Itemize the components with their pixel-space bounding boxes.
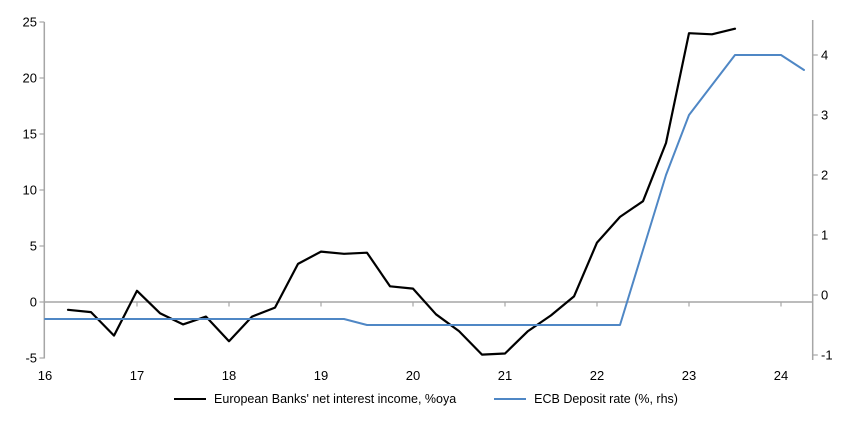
left-axis-tick-label: 25 (23, 15, 37, 30)
right-axis-tick-label: 2 (821, 168, 828, 183)
legend-label-net-interest-income: European Banks' net interest income, %oy… (214, 392, 457, 406)
right-axis-tick-label: 1 (821, 228, 828, 243)
right-axis-tick-label: 4 (821, 48, 828, 63)
x-axis-tick-label: 21 (498, 368, 512, 383)
right-axis-tick-label: 0 (821, 288, 828, 303)
x-axis-tick-label: 19 (314, 368, 328, 383)
right-axis-tick-label: -1 (821, 348, 833, 363)
x-axis-tick-label: 20 (406, 368, 420, 383)
x-axis-tick-label: 18 (222, 368, 236, 383)
left-axis-tick-label: 20 (23, 71, 37, 86)
x-axis-tick-label: 22 (590, 368, 604, 383)
left-axis-tick-label: 0 (30, 295, 37, 310)
series-line-net-interest-income (66, 27, 737, 356)
chart-legend: European Banks' net interest income, %oy… (0, 392, 852, 406)
series-line-ecb-deposit-rate (44, 54, 805, 326)
left-axis-tick-label: 10 (23, 183, 37, 198)
right-axis-tick-label: 3 (821, 108, 828, 123)
left-axis-tick-label: 15 (23, 127, 37, 142)
left-axis-tick-label: -5 (25, 351, 37, 366)
legend-item-net-interest-income: European Banks' net interest income, %oy… (174, 392, 456, 406)
legend-label-ecb-deposit-rate: ECB Deposit rate (%, rhs) (534, 392, 678, 406)
legend-item-ecb-deposit-rate: ECB Deposit rate (%, rhs) (494, 392, 678, 406)
left-axis-tick-label: 5 (30, 239, 37, 254)
x-axis-tick-label: 16 (38, 368, 52, 383)
x-axis-tick-label: 17 (130, 368, 144, 383)
x-axis-tick-label: 23 (682, 368, 696, 383)
blue-line-swatch (494, 398, 527, 400)
black-line-swatch (174, 398, 207, 400)
x-axis-tick-label: 24 (774, 368, 788, 383)
